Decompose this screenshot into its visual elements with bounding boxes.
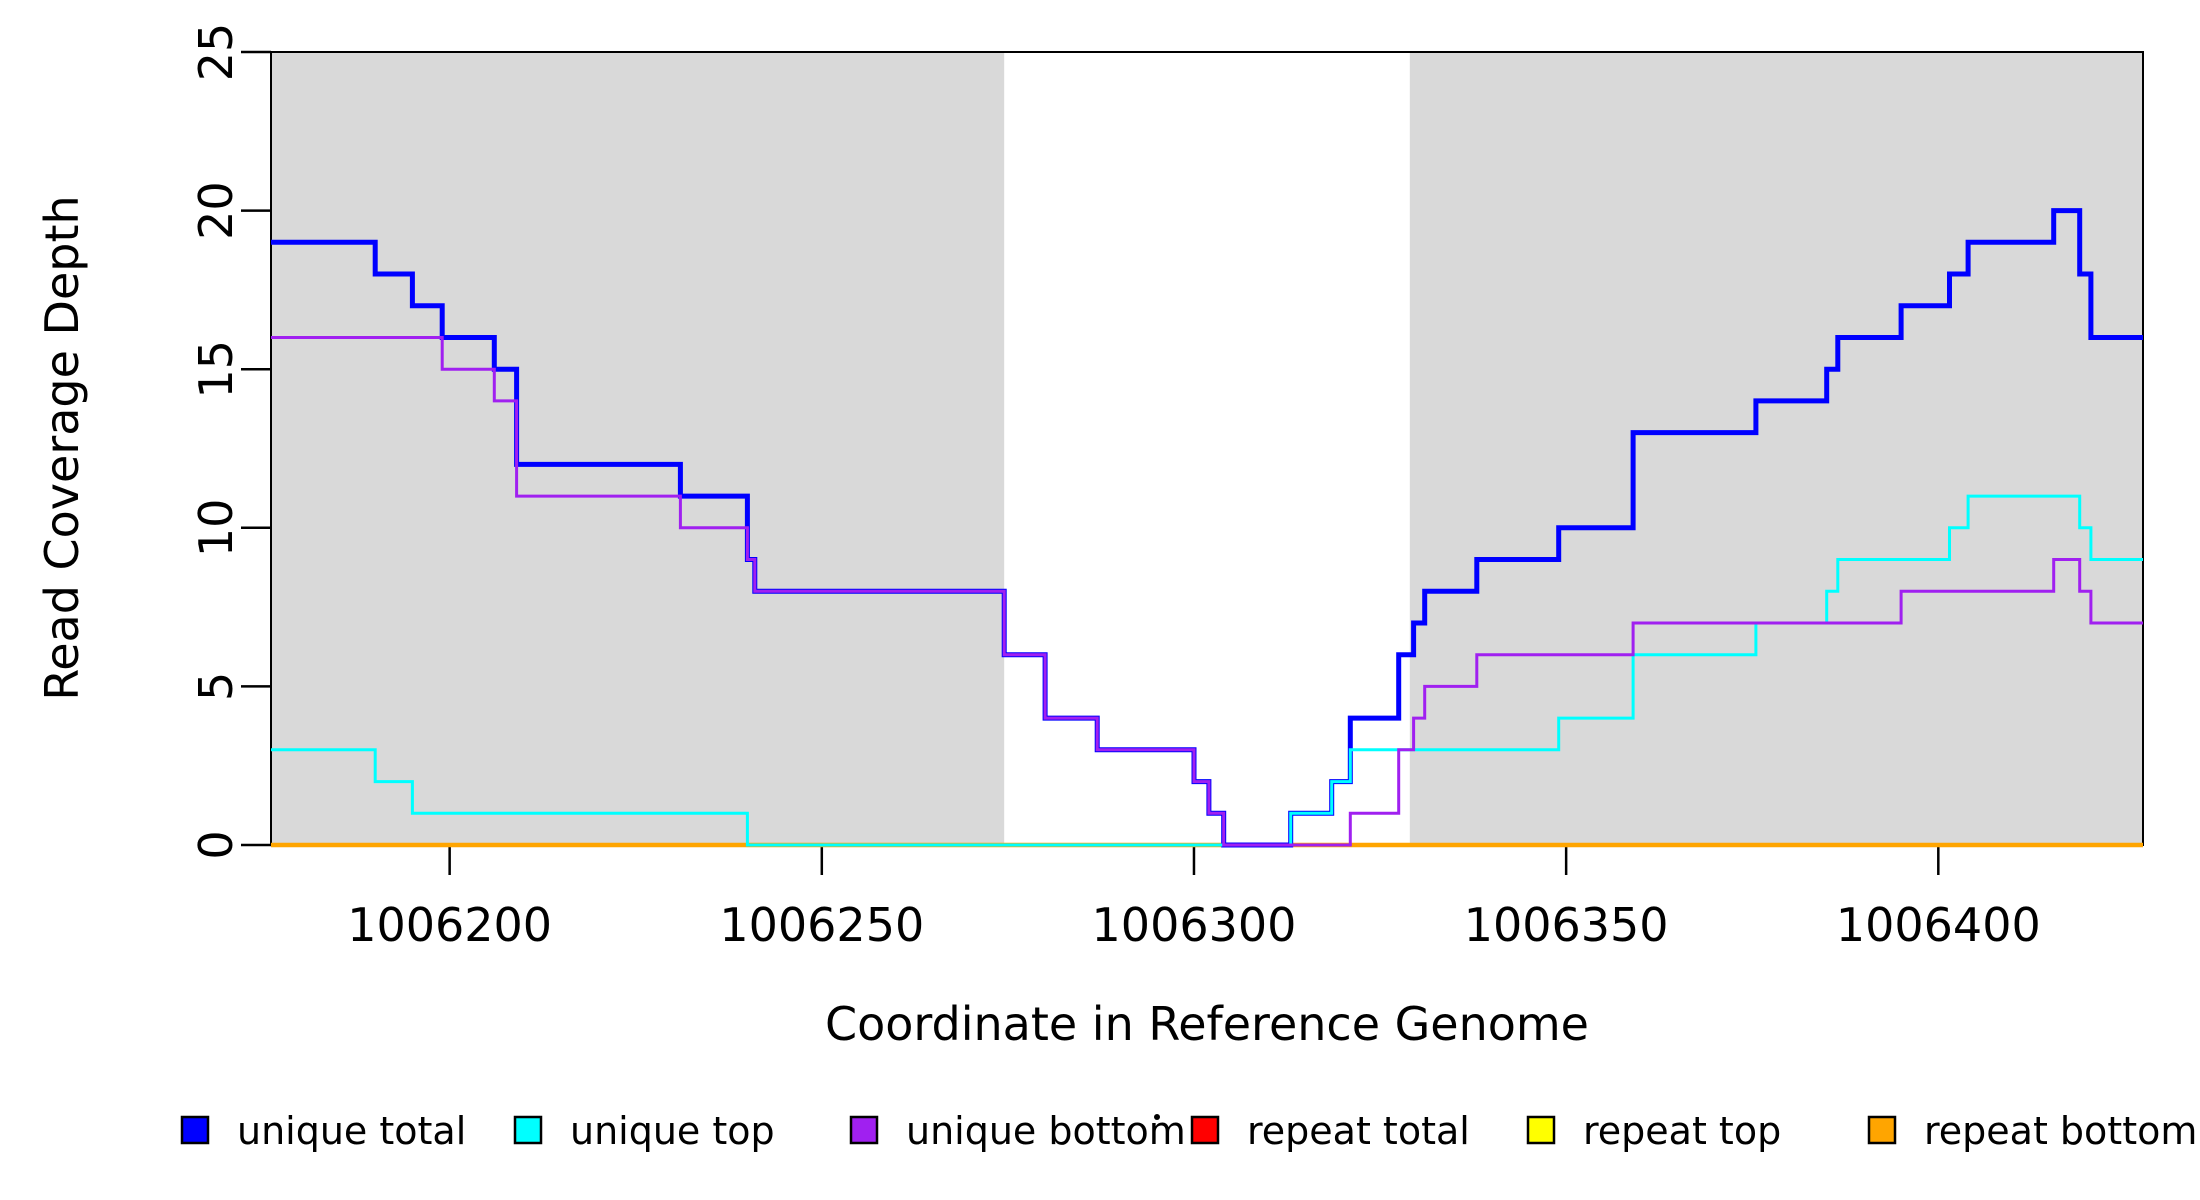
legend-swatch-unique-bottom bbox=[849, 1115, 879, 1145]
legend-label: repeat top bbox=[1583, 1109, 1781, 1153]
legend-label: repeat total bbox=[1247, 1109, 1470, 1153]
legend-label: unique total bbox=[237, 1109, 466, 1153]
x-tick-label: 1006250 bbox=[719, 898, 924, 952]
legend-swatch-repeat-total bbox=[1190, 1115, 1220, 1145]
x-tick-label: 1006300 bbox=[1092, 898, 1297, 952]
y-tick-label: 0 bbox=[189, 830, 243, 859]
legend-label: unique top bbox=[570, 1109, 775, 1153]
y-tick-label: 10 bbox=[189, 499, 243, 558]
legend-item-repeat-total: repeat total bbox=[1190, 1109, 1470, 1153]
stray-dot bbox=[1154, 1114, 1160, 1120]
legend-swatch-unique-top bbox=[513, 1115, 543, 1145]
legend-item-unique-total: unique total bbox=[180, 1109, 466, 1153]
legend-label: repeat bottom bbox=[1924, 1109, 2197, 1153]
legend-label: unique bottom bbox=[906, 1109, 1186, 1153]
legend-swatch-unique-total bbox=[180, 1115, 210, 1145]
x-tick-label: 1006200 bbox=[347, 898, 552, 952]
y-tick-label: 20 bbox=[189, 181, 243, 240]
legend-item-repeat-top: repeat top bbox=[1526, 1109, 1781, 1153]
x-axis-title: Coordinate in Reference Genome bbox=[825, 997, 1589, 1051]
shaded-region bbox=[271, 53, 1005, 844]
x-tick-label: 1006350 bbox=[1464, 898, 1669, 952]
series-line-unique-top bbox=[271, 494, 2143, 847]
legend-item-unique-top: unique top bbox=[513, 1109, 775, 1153]
legend-swatch-repeat-bottom bbox=[1867, 1115, 1897, 1145]
legend-item-unique-bottom: unique bottom bbox=[849, 1109, 1186, 1153]
y-axis-title: Read Coverage Depth bbox=[35, 195, 89, 700]
chart-generated-content: 1006200 1006250 1006300 1006350 1006400 0 5 10 1… bbox=[180, 23, 2197, 1153]
y-tick-label: 5 bbox=[189, 672, 243, 701]
y-tick-label: 25 bbox=[189, 23, 243, 82]
legend-item-repeat-bottom: repeat bottom bbox=[1867, 1109, 2197, 1153]
legend-swatch-repeat-top bbox=[1526, 1115, 1556, 1145]
shaded-region bbox=[1409, 53, 2143, 844]
x-tick-label: 1006400 bbox=[1836, 898, 2041, 952]
series-line-unique-bottom bbox=[271, 336, 2143, 847]
y-tick-label: 15 bbox=[189, 340, 243, 399]
